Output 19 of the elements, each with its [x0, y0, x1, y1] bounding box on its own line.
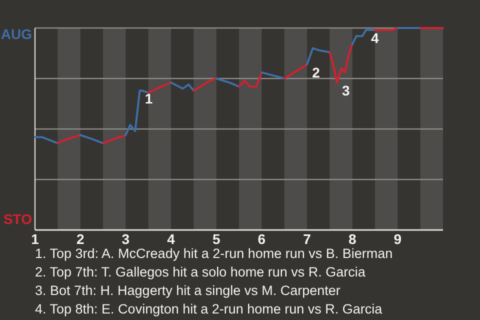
x-tick-label: 6 — [258, 230, 266, 247]
text: 2. Top 7th: T. Gallegos hit a solo home run vs R. Garcia — [35, 264, 366, 280]
text: 3. Bot 7th: H. Haggerty hit a single vs M. Carpenter — [35, 283, 341, 298]
x-tick-label: 7 — [303, 230, 312, 247]
x-tick-label: 1 — [31, 230, 40, 247]
text: AUG — [0, 26, 32, 42]
text: 1. Top 3rd: A. McCready hit a 2-run home run vs B. Bierman — [35, 246, 393, 261]
x-tick-label: 3 — [122, 230, 130, 247]
x-tick-label: 5 — [212, 230, 220, 247]
x-tick-label: 2 — [76, 230, 84, 247]
text: STO — [3, 210, 32, 227]
annotation: 4 — [371, 30, 380, 46]
text: 4. Top 8th: E. Covington hit a 2-run home run vs R. Garcia — [35, 302, 383, 316]
x-tick-label: 9 — [394, 230, 402, 247]
x-tick-label: 4 — [167, 230, 176, 247]
annotation: 1 — [144, 90, 153, 107]
annotation: 2 — [312, 64, 320, 80]
x-tick-label: 8 — [348, 230, 356, 247]
annotation: 3 — [342, 82, 350, 98]
